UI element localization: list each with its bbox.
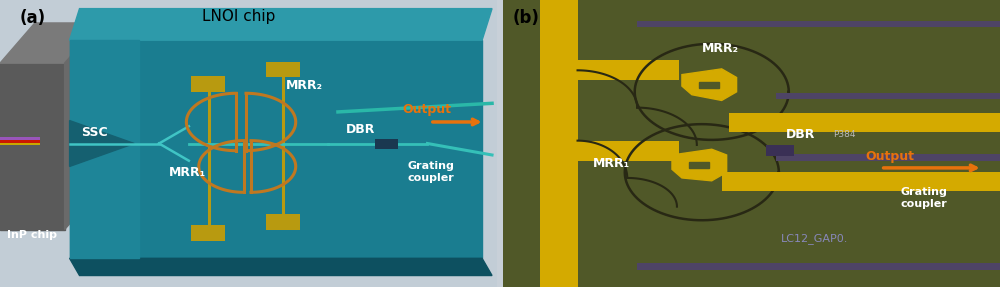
Text: Output: Output	[866, 150, 915, 163]
Bar	[722, 172, 1000, 191]
Polygon shape	[70, 9, 492, 40]
Polygon shape	[689, 162, 709, 168]
Text: DBR: DBR	[345, 123, 375, 136]
Text: Grating
coupler: Grating coupler	[901, 187, 947, 209]
Text: MRR₁: MRR₁	[169, 166, 206, 179]
Polygon shape	[70, 40, 482, 258]
Polygon shape	[699, 82, 719, 88]
Bar	[0, 137, 40, 140]
Polygon shape	[682, 69, 737, 100]
Polygon shape	[65, 23, 99, 230]
Bar	[266, 214, 300, 230]
Text: Grating
coupler: Grating coupler	[408, 161, 454, 183]
Bar	[766, 145, 794, 156]
Polygon shape	[70, 258, 492, 276]
Bar	[540, 60, 679, 80]
Text: MRR₂: MRR₂	[702, 42, 739, 55]
Text: DBR: DBR	[786, 128, 816, 141]
Polygon shape	[0, 23, 99, 63]
Bar	[266, 62, 300, 77]
Bar	[191, 76, 225, 92]
Text: LC12_GAP0.: LC12_GAP0.	[781, 233, 849, 244]
Text: Output: Output	[403, 102, 452, 116]
Bar	[191, 225, 225, 241]
Polygon shape	[70, 40, 139, 258]
Text: LNOI chip: LNOI chip	[202, 9, 275, 24]
Text: MRR₂: MRR₂	[286, 79, 323, 92]
Bar	[375, 139, 398, 149]
Polygon shape	[672, 149, 727, 181]
Polygon shape	[70, 121, 134, 166]
Bar	[637, 263, 1000, 270]
Text: P384: P384	[834, 130, 856, 139]
Bar	[0, 141, 40, 145]
Text: (a): (a)	[20, 9, 46, 27]
Bar	[540, 0, 578, 287]
Bar	[637, 21, 1000, 27]
Bar	[0, 139, 40, 143]
Bar	[776, 154, 1000, 161]
Bar	[776, 93, 1000, 99]
Text: InP chip: InP chip	[7, 230, 57, 240]
Text: (b): (b)	[513, 9, 540, 27]
Text: SSC: SSC	[81, 125, 108, 139]
Text: MRR₁: MRR₁	[592, 157, 630, 170]
Bar	[540, 141, 679, 161]
Bar	[729, 113, 1000, 132]
Polygon shape	[0, 63, 65, 230]
